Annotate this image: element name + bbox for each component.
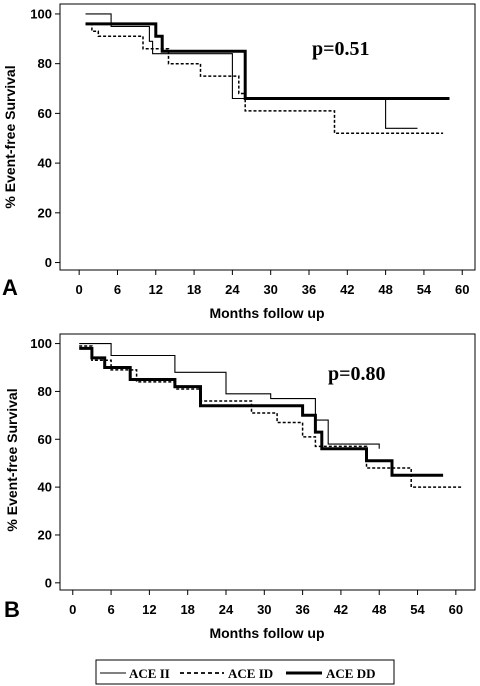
y-tick-label: 40 [38,480,52,495]
panel-label: B [4,597,20,622]
legend-label-ace-dd: ACE DD [326,666,375,681]
x-tick-label: 12 [142,602,156,617]
x-tick-label: 12 [149,282,163,297]
panel-label: A [2,275,18,300]
series-ace-dd [85,22,450,100]
legend-label-ace-id: ACE ID [228,666,273,681]
x-tick-label: 6 [107,602,114,617]
y-tick-label: 0 [45,255,52,270]
legend-label-ace-ii: ACE II [129,666,170,681]
x-tick-label: 54 [410,602,425,617]
x-tick-label: 48 [378,282,392,297]
x-tick-label: 24 [219,602,234,617]
x-tick-label: 42 [340,282,354,297]
x-tick-label: 60 [449,602,463,617]
y-tick-label: 80 [38,56,52,71]
x-tick-label: 42 [334,602,348,617]
x-tick-label: 36 [295,602,309,617]
x-axis-title: Months follow up [209,625,324,641]
panel-a: A Months follow up % Event-free Survival… [2,3,476,321]
x-tick-label: 0 [69,602,76,617]
x-tick-label: 24 [225,282,240,297]
x-tick-label: 18 [187,282,201,297]
y-tick-label: 20 [38,527,52,542]
p-value-annotation: p=0.51 [312,38,370,60]
x-tick-label: 30 [263,282,277,297]
x-tick-label: 48 [372,602,386,617]
y-axis-title: % Event-free Survival [4,388,20,531]
y-tick-label: 60 [38,432,52,447]
y-tick-label: 80 [38,384,52,399]
x-tick-label: 0 [76,282,83,297]
p-value-annotation: p=0.80 [328,363,386,385]
legend: ACE II ACE ID ACE DD [95,659,395,685]
series-ace-dd [79,346,444,477]
plot-frame [59,3,476,271]
series-ace-ii [79,343,380,449]
y-tick-label: 0 [45,575,52,590]
panel-b: B Months follow up % Event-free Survival… [4,333,476,641]
x-tick-label: 30 [257,602,271,617]
y-tick-label: 100 [30,336,52,351]
y-axis-title: % Event-free Survival [2,65,18,208]
plot-frame [59,333,476,591]
y-tick-label: 100 [30,6,52,21]
y-tick-label: 40 [38,156,52,171]
x-tick-label: 54 [417,282,432,297]
series-ace-id [79,345,463,488]
x-tick-label: 60 [455,282,469,297]
legend-box [95,659,395,685]
y-tick-label: 20 [38,205,52,220]
x-tick-label: 36 [302,282,316,297]
x-tick-label: 18 [180,602,194,617]
x-axis-title: Months follow up [209,305,324,321]
series-ace-id [85,23,444,135]
y-tick-label: 60 [38,106,52,121]
x-tick-label: 6 [114,282,121,297]
